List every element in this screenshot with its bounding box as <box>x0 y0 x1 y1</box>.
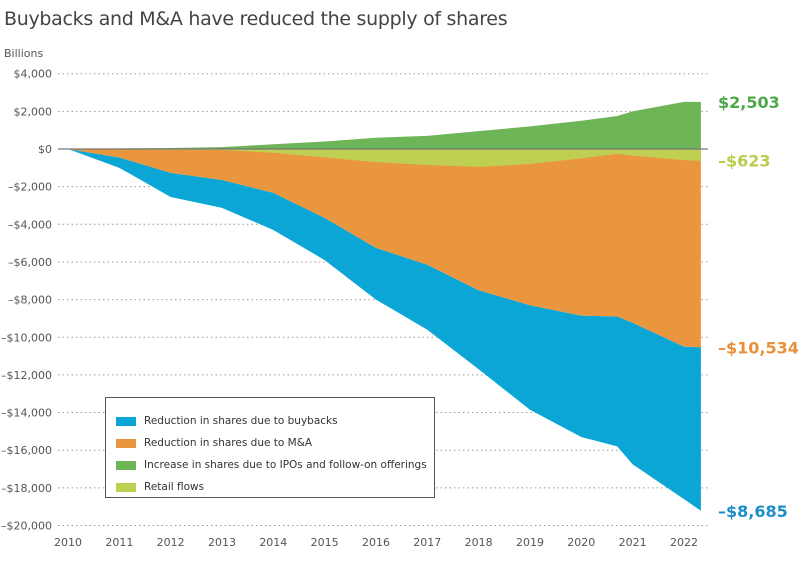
end-label-retail: –$623 <box>718 152 771 171</box>
y-tick-label: –$6,000 <box>8 256 52 269</box>
y-tick-label: –$14,000 <box>1 407 52 420</box>
legend-label: Retail flows <box>144 481 205 493</box>
series-area-retail <box>68 149 701 167</box>
series-area-ipos <box>68 101 701 149</box>
y-tick-label: –$4,000 <box>8 218 52 231</box>
x-tick-label: 2010 <box>54 536 82 549</box>
legend-item-retail: Retail flows <box>116 476 434 498</box>
legend: Reduction in shares due to buybacks Reduc… <box>105 397 435 498</box>
y-tick-label: $4,000 <box>14 68 53 81</box>
legend-swatch <box>116 460 136 470</box>
y-tick-label: –$16,000 <box>1 444 52 457</box>
legend-item-buybacks: Reduction in shares due to buybacks <box>116 410 434 432</box>
legend-label: Increase in shares due to IPOs and follo… <box>144 459 427 471</box>
legend-item-mna: Reduction in shares due to M&A <box>116 432 434 454</box>
y-tick-label: –$20,000 <box>1 520 52 533</box>
y-tick-label: –$8,000 <box>8 294 52 307</box>
x-tick-label: 2017 <box>413 536 441 549</box>
series-area-buybacks <box>68 149 701 511</box>
x-tick-label: 2013 <box>208 536 236 549</box>
x-tick-label: 2022 <box>670 536 698 549</box>
x-tick-label: 2020 <box>567 536 595 549</box>
x-tick-label: 2021 <box>619 536 647 549</box>
end-label-ipos: $2,503 <box>718 93 780 112</box>
y-tick-label: $2,000 <box>14 105 53 118</box>
legend-swatch <box>116 416 136 426</box>
x-tick-label: 2016 <box>362 536 390 549</box>
y-tick-label: –$18,000 <box>1 482 52 495</box>
y-tick-label: –$12,000 <box>1 369 52 382</box>
y-tick-label: –$2,000 <box>8 181 52 194</box>
x-tick-label: 2018 <box>465 536 493 549</box>
end-label-buybacks: –$8,685 <box>718 502 788 521</box>
end-label-mna: –$10,534 <box>718 338 799 357</box>
x-tick-label: 2019 <box>516 536 544 549</box>
legend-swatch <box>116 482 136 492</box>
y-tick-label: –$10,000 <box>1 331 52 344</box>
legend-label: Reduction in shares due to buybacks <box>144 415 338 427</box>
chart-title: Buybacks and M&A have reduced the supply… <box>4 8 508 30</box>
x-tick-label: 2011 <box>105 536 133 549</box>
x-tick-label: 2015 <box>311 536 339 549</box>
y-axis-label: Billions <box>4 47 44 60</box>
x-tick-label: 2012 <box>157 536 185 549</box>
x-tick-label: 2014 <box>259 536 287 549</box>
legend-label: Reduction in shares due to M&A <box>144 437 313 449</box>
y-tick-label: $0 <box>38 143 52 156</box>
legend-swatch <box>116 438 136 448</box>
series-area-mna <box>68 149 701 348</box>
legend-item-ipos: Increase in shares due to IPOs and follo… <box>116 454 434 476</box>
